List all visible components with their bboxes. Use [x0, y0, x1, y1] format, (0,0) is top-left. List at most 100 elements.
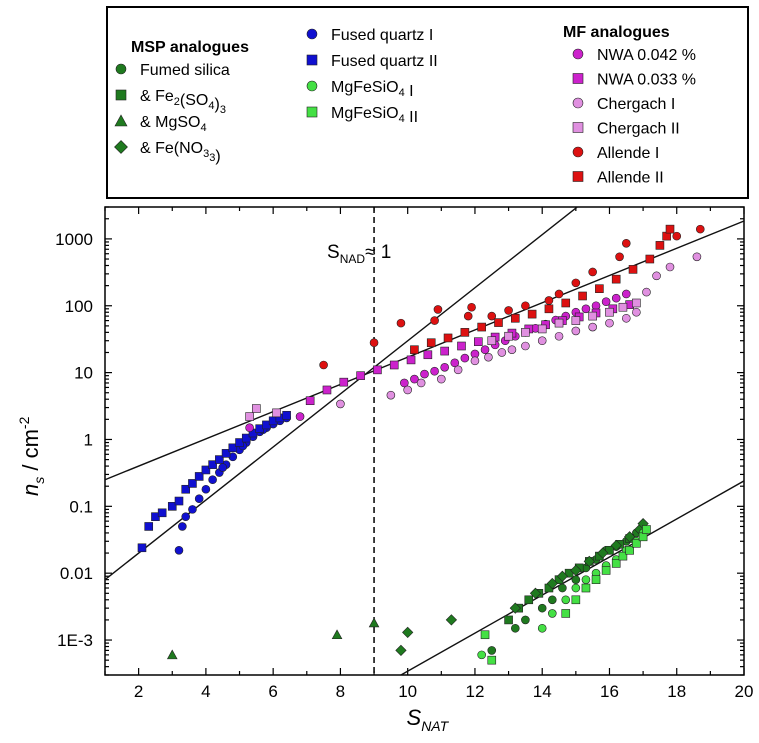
data-point — [632, 538, 641, 548]
data-point — [571, 316, 581, 325]
data-point — [221, 449, 231, 458]
data-point — [480, 345, 490, 355]
data-point — [470, 356, 480, 366]
snad-annotation: SNAD≈ 1 — [327, 242, 391, 266]
data-point — [561, 609, 571, 618]
data-point — [194, 472, 204, 481]
data-point — [487, 336, 497, 346]
data-point — [621, 238, 631, 248]
data-point — [389, 360, 399, 370]
y-tick-label: 0.1 — [69, 497, 93, 516]
data-point — [305, 396, 315, 406]
data-point — [537, 623, 547, 633]
data-point — [605, 307, 614, 317]
data-point — [537, 336, 547, 346]
data-point — [201, 465, 211, 475]
data-point — [433, 305, 443, 314]
data-point — [430, 366, 439, 376]
data-point — [571, 583, 581, 593]
data-point — [410, 374, 419, 384]
y-tick-label: 10 — [74, 364, 93, 383]
data-point — [477, 650, 486, 660]
data-point — [208, 460, 217, 469]
data-point — [618, 551, 628, 561]
data-point — [521, 341, 530, 351]
data-point — [581, 575, 591, 584]
data-point — [368, 617, 380, 628]
legend-marker — [306, 80, 318, 92]
data-point — [632, 298, 641, 308]
data-point — [218, 463, 228, 472]
data-point — [595, 284, 604, 293]
x-tick-label: 16 — [600, 682, 619, 701]
data-point — [356, 371, 365, 380]
data-point — [373, 365, 382, 375]
x-axis-label: SNAT — [407, 705, 450, 734]
data-point — [504, 306, 513, 315]
data-point — [282, 410, 291, 420]
data-point — [228, 443, 238, 453]
legend-label: Fused quartz II — [331, 53, 438, 70]
y-tick-label: 100 — [65, 297, 93, 316]
legend-label: & MgSO4 — [140, 114, 207, 134]
plot-frame — [104, 206, 745, 676]
data-point — [615, 252, 624, 262]
data-point — [460, 353, 470, 363]
data-point — [581, 304, 591, 314]
legend-label: Fumed silica — [140, 62, 230, 79]
data-point — [474, 337, 483, 346]
data-point — [632, 307, 641, 317]
data-point — [252, 404, 261, 413]
data-point — [188, 505, 197, 514]
data-point — [554, 318, 564, 328]
fit-line — [105, 207, 579, 581]
data-point — [583, 555, 595, 568]
data-point — [621, 289, 631, 299]
data-point — [201, 484, 211, 494]
legend-title: MF analogues — [563, 24, 670, 41]
y-tick-label: 1E-3 — [57, 631, 93, 650]
data-point — [504, 331, 513, 341]
legend-marker — [306, 106, 318, 118]
legend-label: MgFeSiO4 II — [331, 105, 418, 126]
data-point — [655, 241, 665, 250]
plot-axes: 2 4 6 8 10 12 14 16 18 20 1000 100 10 1 0.1 0.01 1E-3 — [55, 206, 753, 701]
x-tick-label: 12 — [465, 682, 484, 701]
data-point — [605, 318, 614, 328]
fit-line — [105, 220, 744, 481]
data-point — [621, 313, 631, 323]
data-point — [440, 363, 449, 372]
data-point — [672, 231, 682, 241]
data-point — [537, 324, 547, 334]
data-point — [322, 385, 332, 395]
data-point — [527, 309, 537, 319]
data-point — [188, 479, 197, 488]
legend-box — [106, 6, 749, 199]
data-point — [272, 408, 281, 418]
data-point — [295, 412, 305, 421]
data-point — [547, 609, 557, 618]
data-point — [137, 543, 147, 553]
legend-marker — [572, 97, 584, 109]
data-point — [494, 318, 503, 327]
legend-label: & Fe(NO33) — [140, 140, 221, 165]
data-point — [529, 587, 542, 599]
data-point — [511, 623, 520, 633]
legend-label: NWA 0.033 % — [597, 72, 696, 89]
data-point — [369, 338, 379, 348]
data-point — [625, 545, 634, 555]
data-point — [504, 615, 513, 625]
data-point — [618, 302, 628, 312]
data-point — [215, 455, 224, 464]
data-point — [642, 287, 651, 297]
data-point — [692, 252, 702, 262]
data-point — [665, 262, 675, 272]
data-point — [571, 595, 581, 605]
x-tick-label: 18 — [667, 682, 686, 701]
data-point — [597, 547, 609, 559]
data-point — [524, 595, 534, 605]
data-point — [386, 390, 396, 400]
data-point — [157, 508, 167, 518]
data-point — [554, 289, 564, 299]
